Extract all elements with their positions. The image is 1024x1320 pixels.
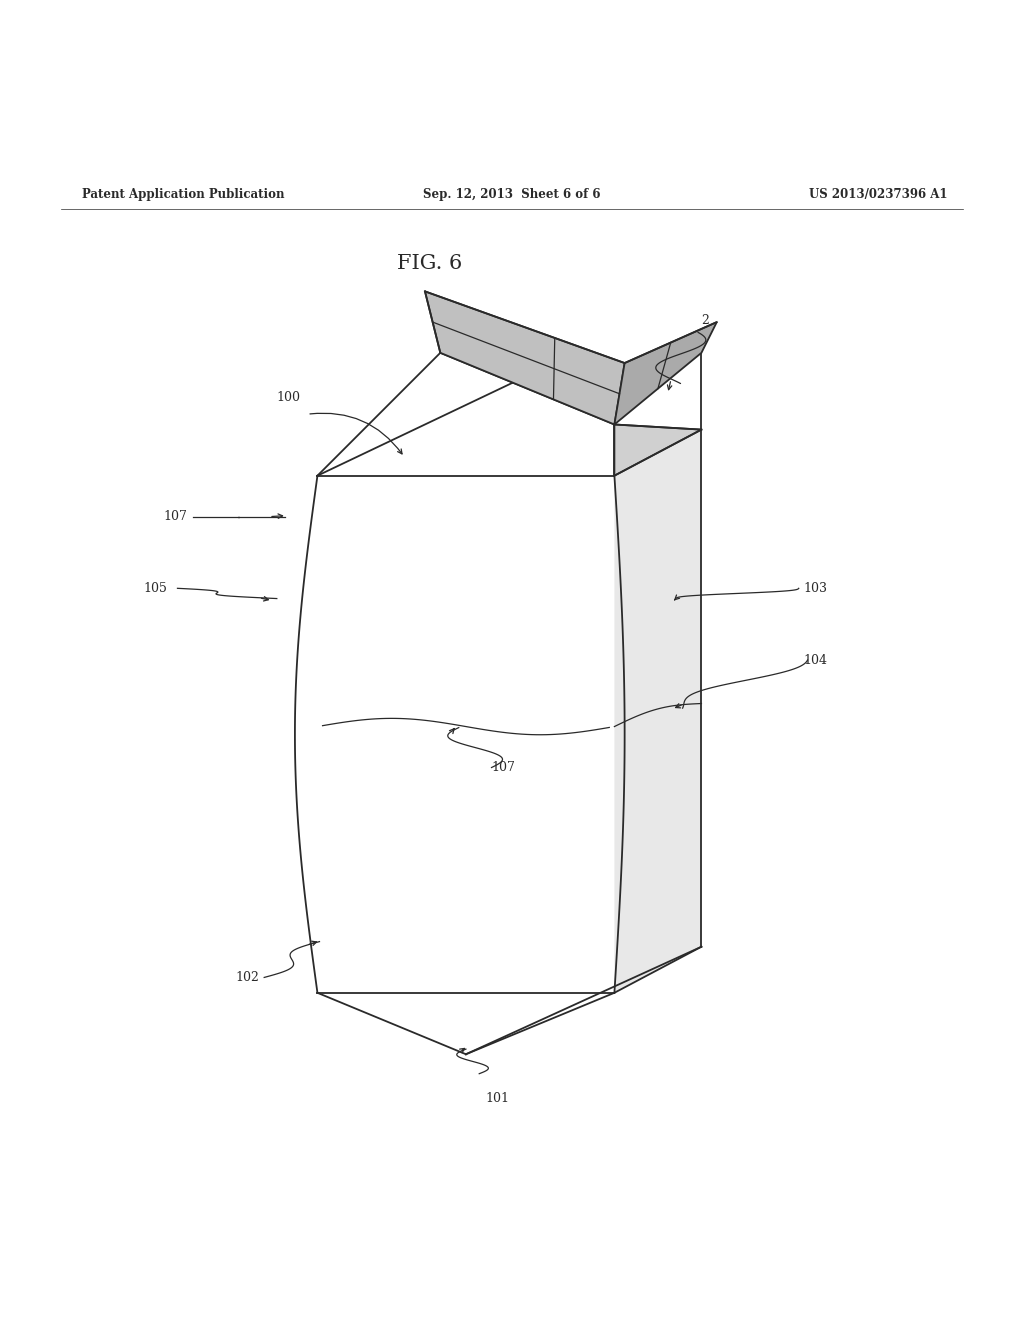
Polygon shape (614, 429, 701, 993)
Text: 102: 102 (236, 972, 259, 983)
Polygon shape (317, 475, 614, 993)
Text: 103: 103 (804, 582, 827, 595)
Text: Sep. 12, 2013  Sheet 6 of 6: Sep. 12, 2013 Sheet 6 of 6 (423, 187, 601, 201)
Text: 107: 107 (164, 510, 187, 523)
Polygon shape (614, 425, 701, 475)
Text: FIG. 6: FIG. 6 (397, 255, 463, 273)
Polygon shape (614, 322, 717, 425)
Text: Patent Application Publication: Patent Application Publication (82, 187, 285, 201)
Text: 100: 100 (276, 391, 300, 404)
Text: 2: 2 (701, 314, 710, 326)
Text: 104: 104 (804, 653, 827, 667)
Polygon shape (425, 292, 625, 425)
Text: 107: 107 (492, 762, 515, 774)
FancyArrowPatch shape (310, 413, 402, 454)
Text: 105: 105 (143, 582, 167, 595)
Text: 101: 101 (485, 1092, 510, 1105)
Text: US 2013/0237396 A1: US 2013/0237396 A1 (809, 187, 947, 201)
